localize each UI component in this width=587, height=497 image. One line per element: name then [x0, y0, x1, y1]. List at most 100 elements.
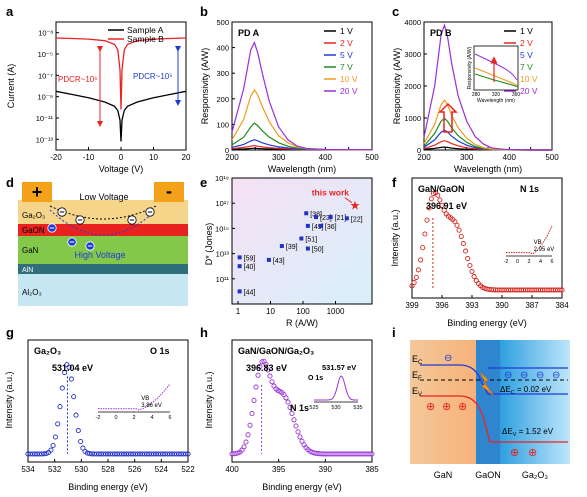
inset-tick-320: 320	[492, 92, 501, 98]
peak-label-g: 531.04 eV	[52, 363, 93, 373]
x-tick-label: 10	[149, 153, 158, 162]
data-point	[304, 211, 309, 216]
data-point	[314, 215, 318, 220]
data-point	[557, 287, 563, 293]
data-point	[269, 379, 275, 385]
y-tick-label: 10⁻⁷	[38, 71, 53, 80]
data-point	[469, 268, 475, 275]
data-point	[75, 428, 81, 434]
data-point	[52, 434, 58, 440]
data-point	[237, 255, 242, 260]
inset-tick-360: 360	[512, 92, 521, 98]
data-point	[241, 444, 247, 450]
data-point	[460, 241, 466, 247]
point-label: [43]	[273, 258, 285, 265]
point-label: [22]	[351, 216, 363, 223]
data-point	[59, 385, 65, 391]
data-point	[435, 192, 441, 198]
panel-a: -20 -10 0 10 20 10⁻³ 10⁻⁵ 10⁻⁷ 10⁻⁹ 10⁻¹¹ 10⁻¹³ Cu…	[6, 21, 191, 174]
inner-label-b: PD A	[238, 28, 260, 38]
y-tick-label: 200	[216, 95, 229, 104]
inset-curve-green	[474, 73, 518, 88]
data-point	[458, 233, 464, 239]
inset-tick-label: 0	[114, 415, 117, 421]
data-point	[418, 257, 424, 263]
x-axis-label-c: Wavelength (nm)	[454, 164, 522, 174]
data-point	[415, 267, 421, 273]
series-line-20v	[231, 40, 372, 151]
ec-band	[420, 364, 568, 395]
data-point	[41, 451, 47, 457]
y-axis-label-f: Intensity (a.u.)	[390, 209, 400, 266]
layer-label-ga2o3: Ga₂O₃	[22, 211, 45, 220]
legend-label: 10 V	[340, 74, 358, 84]
data-point	[259, 359, 265, 365]
delta-ev-label: ΔEV = 1.52 eV	[502, 427, 554, 438]
core-level-h: N 1s	[290, 403, 309, 413]
inset-tick-label: 0	[516, 259, 519, 265]
point-label: [23]	[320, 215, 332, 222]
high-voltage-label: High Voltage	[74, 250, 125, 260]
panel-d: + - Low Voltage High Voltage Ga₂O₃ GaON …	[18, 181, 188, 306]
x-tick-label: 0	[119, 153, 124, 162]
y-tick-label: 10⁻³	[38, 29, 53, 38]
data-point	[420, 245, 426, 251]
data-point	[287, 404, 293, 410]
data-point	[253, 384, 259, 390]
panel-letter-a: a	[6, 4, 14, 19]
point-label: [50]	[312, 247, 324, 254]
inset-tick-label: -2	[96, 415, 101, 421]
data-point	[305, 223, 310, 228]
gaon-region	[476, 340, 500, 464]
y-tick-label: 400	[216, 44, 229, 53]
x-tick-label: 530	[75, 465, 89, 474]
y-tick-label: 10¹³	[216, 250, 230, 259]
electron-icons: ⊖ ⊖ ⊖ ⊖ ⊖	[444, 353, 560, 381]
inset-x-label-c: Wavelength (nm)	[477, 98, 515, 104]
y-tick-label: 100	[216, 120, 229, 129]
legend-label: 5 V	[520, 50, 533, 60]
panel-letter-i: i	[392, 325, 396, 340]
x-tick-label: 20	[182, 153, 191, 162]
legend-label: 7 V	[340, 62, 353, 72]
gan-region	[410, 340, 476, 464]
series-line-20v	[423, 23, 553, 151]
y-tick-label: 10¹⁵	[215, 224, 229, 233]
y-tick-label: 4000	[404, 18, 421, 27]
electron-icon: ⊖	[552, 370, 560, 381]
inset-label: VB	[141, 396, 149, 402]
x-tick-label: 384	[555, 301, 569, 310]
x-tick-label: 1	[236, 307, 241, 316]
y-tick-label: 3000	[404, 50, 421, 59]
data-point	[249, 410, 255, 417]
data-point	[367, 451, 373, 457]
x-tick-label: 390	[319, 465, 333, 474]
data-point	[237, 289, 242, 294]
x-axis-label-h: Binding energy (eV)	[262, 482, 342, 492]
panel-c: 200 300 400 500 0 1000 2000 3000 4000 PD B Respo…	[392, 18, 559, 174]
point-label: [40]	[244, 264, 256, 271]
region-label-gan: GaN	[434, 470, 453, 480]
x-tick-label: 395	[272, 465, 286, 474]
x-tick-label: 200	[417, 153, 431, 162]
layer-label-al2o3: Al₂O₃	[22, 288, 42, 297]
y-axis-label-a: Current (A)	[6, 64, 16, 109]
data-point	[424, 217, 430, 223]
data-point	[328, 215, 333, 220]
inner-label-h: GaN/GaON/Ga₂O₃	[238, 346, 314, 356]
y-axis-label-e: D* (Jones)	[204, 223, 214, 266]
data-point	[78, 438, 84, 445]
data-point	[291, 417, 297, 423]
delta-ec-label: ΔEC = 0.02 eV	[500, 385, 552, 396]
x-axis-label-e: R (A/W)	[286, 318, 318, 328]
data-point	[245, 432, 251, 438]
ef-label: EF	[412, 370, 422, 382]
x-axis-label-f: Binding energy (eV)	[447, 318, 527, 328]
y-tick-label: 500	[216, 18, 229, 27]
data-point	[454, 222, 460, 228]
point-label: [21]	[335, 215, 347, 222]
pdcr-annotation-a: PDCR~10⁶	[58, 75, 98, 84]
layer-label-gaon: GaON	[22, 226, 45, 235]
point-label: [39]	[286, 244, 298, 251]
data-point	[68, 376, 74, 382]
